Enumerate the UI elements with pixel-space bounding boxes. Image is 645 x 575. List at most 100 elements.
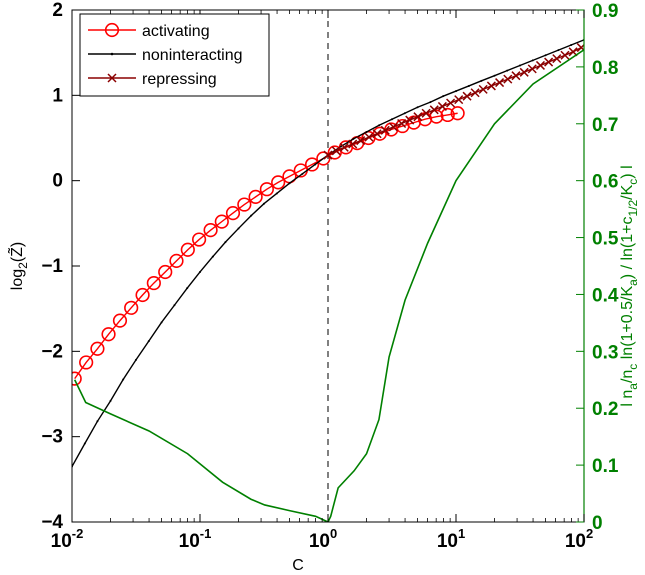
data-point — [122, 378, 125, 381]
data-point — [225, 205, 241, 221]
data-point — [83, 442, 86, 445]
legend-item-noninteracting: noninteracting — [88, 47, 243, 64]
data-point — [518, 64, 521, 67]
legend-label: noninteracting — [142, 47, 243, 64]
data-point — [146, 275, 161, 291]
data-point — [478, 84, 488, 94]
data-point — [442, 95, 445, 98]
data-point — [192, 232, 207, 247]
data-point — [262, 202, 265, 205]
activating-line — [74, 112, 458, 380]
y-right-tick-label: 0.3 — [592, 342, 618, 363]
series-repressing — [323, 43, 584, 160]
data-point — [429, 101, 432, 104]
y-left-tick-label: −2 — [41, 341, 63, 362]
series-right-4 — [327, 49, 584, 522]
data-point — [288, 182, 291, 185]
data-point — [180, 242, 195, 257]
data-point — [552, 54, 562, 64]
data-point — [72, 371, 82, 386]
data-point — [331, 146, 341, 156]
data-point — [531, 59, 534, 62]
x-tick-label: 101 — [437, 526, 465, 552]
legend-marker — [104, 22, 120, 38]
y-right-tick-label: 0.7 — [592, 115, 618, 136]
right-axis-line — [73, 379, 329, 522]
x-tick-label: 102 — [565, 526, 593, 552]
y-left-tick-label: −4 — [41, 512, 63, 533]
data-point — [493, 74, 496, 77]
legend-label: repressing — [142, 71, 217, 88]
data-point — [173, 304, 176, 307]
data-point — [96, 420, 99, 423]
data-point — [364, 132, 374, 142]
data-point — [271, 175, 286, 190]
y-right-tick-label: 0.5 — [592, 229, 619, 250]
y-right-tick-label: 0.6 — [592, 172, 618, 193]
y-right-tick-label: 0 — [592, 513, 603, 534]
data-point — [90, 341, 105, 356]
data-point — [339, 142, 349, 152]
series-activating — [72, 106, 465, 386]
legend-item-activating: activating — [88, 22, 210, 40]
data-point — [301, 172, 304, 175]
data-point — [199, 270, 201, 273]
data-point — [544, 54, 547, 57]
x-tick-label: 100 — [309, 526, 337, 552]
data-point — [446, 98, 456, 108]
legend-marker — [107, 73, 117, 83]
y-left-tick-label: 0 — [52, 171, 63, 192]
plot-area — [72, 10, 584, 522]
data-point — [169, 253, 184, 268]
data-point — [390, 118, 393, 121]
y-left-tick-label: −1 — [41, 256, 63, 277]
data-point — [203, 223, 218, 238]
data-point — [323, 150, 333, 160]
data-point — [480, 79, 483, 82]
legend-marker — [110, 52, 114, 56]
data-point — [486, 81, 496, 91]
data-point — [470, 88, 480, 98]
data-point — [372, 129, 382, 139]
data-point — [237, 227, 240, 230]
y-right-axis-label: l na/nc ln(1+0.5/Ka) / ln(1+c1/2/Kc) l — [619, 165, 640, 406]
y-right-tick-label: 0.1 — [592, 456, 619, 477]
x-tick-label: 10-1 — [179, 526, 212, 552]
data-point — [160, 321, 163, 324]
data-point — [535, 60, 545, 70]
data-point — [416, 106, 419, 109]
data-point — [437, 101, 447, 111]
data-point — [348, 139, 358, 149]
data-point — [388, 122, 398, 132]
y-left-tick-label: 1 — [52, 85, 63, 106]
data-point — [413, 112, 423, 122]
data-point — [519, 67, 529, 77]
data-point — [495, 78, 505, 88]
data-point — [503, 74, 513, 84]
y-left-tick-label: −3 — [41, 427, 63, 448]
legend-label: activating — [142, 23, 210, 40]
data-point — [112, 313, 128, 328]
axes: 10-2 10-1 100 101 102 −4 −3 −2 −1 0 1 2 0 0.1 0.2 0.3 0.… — [6, 0, 640, 574]
data-point — [557, 49, 560, 52]
data-point — [304, 157, 320, 172]
data-point — [462, 91, 472, 101]
data-point — [506, 69, 509, 72]
data-point — [259, 182, 274, 197]
data-point — [378, 124, 381, 127]
data-point — [455, 90, 457, 93]
legend: activating noninteracting repressing — [79, 13, 270, 97]
data-point — [352, 137, 355, 140]
data-point — [467, 84, 470, 87]
data-point — [109, 399, 112, 402]
data-point — [440, 107, 455, 123]
series-right-3 — [73, 379, 329, 522]
data-point — [248, 189, 263, 204]
data-point — [365, 131, 368, 134]
data-point — [158, 264, 173, 280]
data-point — [316, 151, 331, 166]
data-point — [403, 112, 406, 115]
legend-item-repressing: repressing — [88, 71, 217, 88]
x-axis-label: C — [292, 557, 304, 574]
data-point — [380, 125, 390, 135]
